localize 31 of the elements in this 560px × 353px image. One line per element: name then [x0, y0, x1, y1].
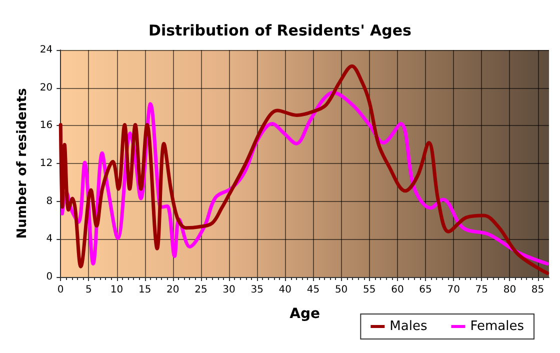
x-tick-label: 20: [166, 284, 180, 296]
y-tick-label: 8: [46, 196, 53, 207]
x-tick-label: 85: [531, 284, 544, 296]
x-tick-label: 80: [503, 284, 516, 296]
y-axis-title: Number of residents: [15, 88, 30, 239]
x-tick-label: 75: [475, 284, 488, 296]
x-tick-label: 35: [250, 284, 264, 296]
x-tick-label: 10: [110, 284, 124, 296]
x-tick-label: 45: [306, 284, 320, 296]
y-tick-label: 12: [40, 158, 53, 169]
legend-label: Males: [390, 319, 428, 334]
x-tick-label: 40: [278, 284, 292, 296]
x-tick-label: 65: [419, 284, 432, 296]
chart-title: Distribution of Residents' Ages: [148, 22, 412, 40]
legend-label: Females: [470, 319, 524, 334]
x-tick-label: 55: [363, 284, 376, 296]
x-tick-label: 70: [447, 284, 460, 296]
x-tick-label: 50: [334, 284, 348, 296]
x-tick-label: 5: [86, 284, 92, 296]
x-tick-label: 25: [194, 284, 208, 296]
x-tick-label: 15: [138, 284, 152, 296]
y-tick-label: 4: [46, 234, 53, 245]
y-tick-label: 24: [40, 44, 53, 56]
y-tick-label: 20: [40, 82, 53, 94]
x-axis-title: Age: [290, 306, 320, 322]
x-tick-label: 60: [391, 284, 404, 296]
line-series: [58, 64, 550, 275]
x-tick-label: 30: [222, 284, 236, 296]
y-tick-label: 16: [40, 120, 53, 132]
y-tick-label: 0: [46, 272, 53, 282]
x-tick-label: 0: [57, 284, 64, 296]
